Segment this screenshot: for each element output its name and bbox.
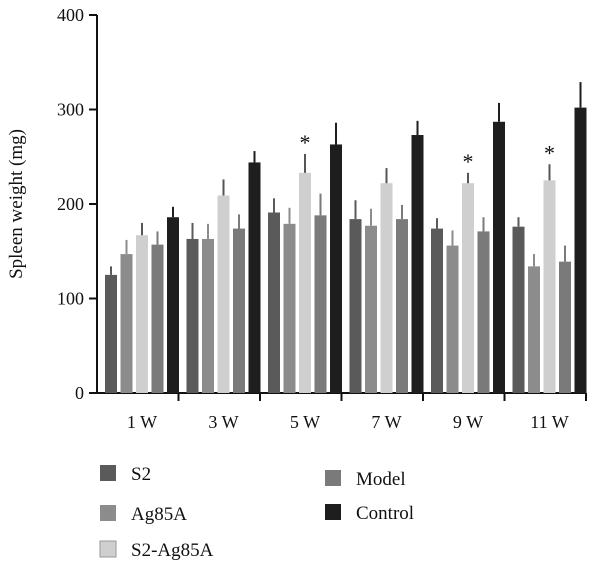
legend-swatch xyxy=(325,470,341,486)
bar-model-9w xyxy=(477,231,490,393)
legend-label: Control xyxy=(356,503,414,524)
bar-model-11w xyxy=(559,261,571,393)
legend-swatch xyxy=(325,504,341,520)
x-tick-label: 1 W xyxy=(127,412,157,432)
bar-s2-7w xyxy=(349,219,362,393)
legend-label: Ag85A xyxy=(131,504,187,525)
bar-s2-11w xyxy=(512,226,525,393)
bar-s2-1w xyxy=(105,274,117,393)
bar-s2-ag85a-7w xyxy=(380,183,393,393)
y-tick-label: 100 xyxy=(57,289,84,309)
legend-label: Model xyxy=(356,469,406,490)
bar-control-1w xyxy=(167,217,179,393)
bar-s2-ag85a-5w xyxy=(299,172,311,393)
x-tick-label: 3 W xyxy=(208,412,238,432)
bar-ag85a-7w xyxy=(365,225,377,393)
bar-control-5w xyxy=(330,144,342,393)
bar-ag85a-5w xyxy=(283,223,296,393)
y-tick-label: 400 xyxy=(57,5,84,25)
bar-s2-5w xyxy=(268,212,280,393)
bars xyxy=(105,107,587,394)
bar-ag85a-3w xyxy=(202,238,214,393)
bar-s2-3w xyxy=(186,238,199,393)
bar-s2-ag85a-1w xyxy=(136,235,148,393)
bar-model-5w xyxy=(314,215,327,393)
error-bars xyxy=(110,82,582,275)
bar-ag85a-11w xyxy=(528,266,540,393)
y-axis-label: Spleen weight (mg) xyxy=(6,129,27,279)
bar-s2-ag85a-9w xyxy=(462,183,474,393)
bar-control-9w xyxy=(493,121,505,393)
y-tick-label: 200 xyxy=(57,194,84,214)
significance-asterisk: * xyxy=(463,149,474,174)
legend-swatch xyxy=(100,465,116,481)
bar-s2-ag85a-11w xyxy=(543,180,556,393)
bar-s2-ag85a-3w xyxy=(217,195,230,393)
significance-asterisk: * xyxy=(544,140,555,165)
bar-s2-9w xyxy=(431,228,443,393)
bar-control-7w xyxy=(411,135,424,393)
bar-model-1w xyxy=(151,244,164,393)
bar-control-11w xyxy=(574,107,587,394)
legend-swatch xyxy=(100,505,116,521)
legend-label: S2 xyxy=(131,464,151,485)
x-tick-label: 5 W xyxy=(290,412,320,432)
bar-model-3w xyxy=(233,228,245,393)
x-tick-label: 9 W xyxy=(453,412,483,432)
bar-ag85a-1w xyxy=(120,254,133,393)
x-tick-label: 11 W xyxy=(530,412,569,432)
bar-control-3w xyxy=(248,162,261,393)
significance-asterisk: * xyxy=(300,130,311,155)
legend: S2 Ag85A S2-Ag85A Model Control xyxy=(99,464,414,561)
bar-model-7w xyxy=(396,219,408,393)
x-tick-label: 7 W xyxy=(371,412,401,432)
legend-label: S2-Ag85A xyxy=(131,540,214,561)
y-tick-label: 300 xyxy=(57,100,84,120)
bar-ag85a-9w xyxy=(446,245,459,393)
legend-swatch xyxy=(99,540,117,558)
y-tick-label: 0 xyxy=(75,383,84,403)
significance-annotations: * * * xyxy=(300,130,556,174)
axes: 0 100 200 300 400 1 W 3 W 5 W 7 W 9 W 11 W xyxy=(57,5,587,432)
